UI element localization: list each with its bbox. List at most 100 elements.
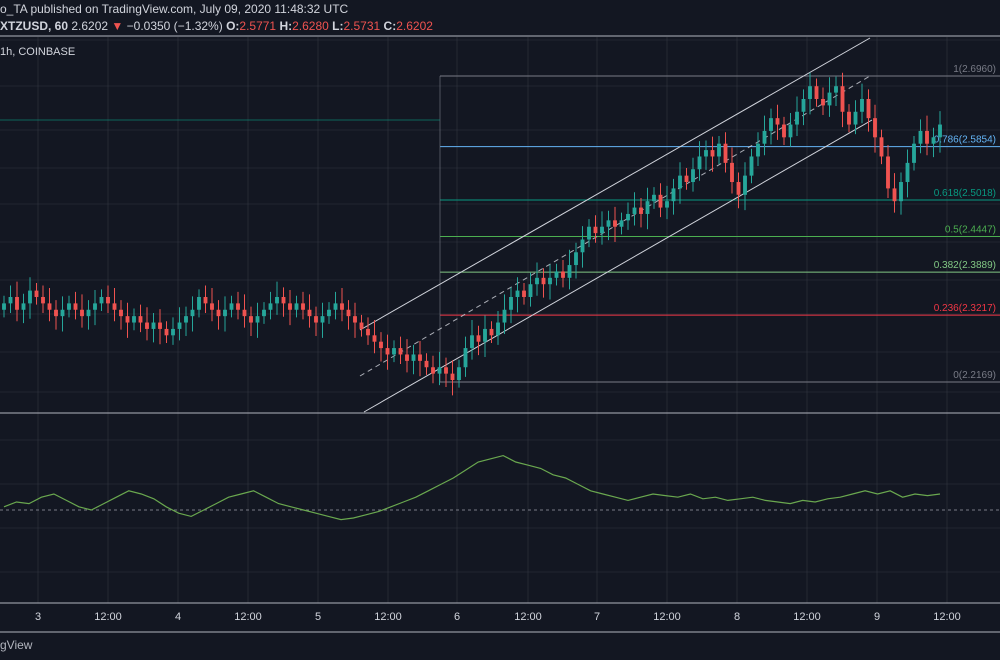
candle-body [255, 316, 260, 323]
candle-body [431, 367, 435, 374]
close-value: 2.6202 [396, 19, 433, 33]
candle-body [392, 348, 396, 355]
candle-body [548, 277, 552, 285]
fib-label-0: 0(2.2169) [953, 370, 996, 381]
fib-label-0.618: 0.618(2.5018) [934, 188, 996, 199]
symbol-label: XTZUSD, 60 [0, 19, 69, 33]
candle-body [2, 303, 6, 310]
time-tick-label: 12:00 [514, 611, 542, 623]
candle-body [866, 98, 871, 119]
candle-body [814, 86, 819, 99]
candle-body [411, 354, 416, 361]
fib-label-0.236: 0.236(2.3217) [934, 303, 996, 314]
candle-body [223, 309, 227, 317]
candle-body [619, 220, 624, 227]
candle-body [561, 271, 565, 278]
channel-lower-line[interactable] [363, 119, 873, 413]
candle-body [268, 303, 273, 310]
candle-body [366, 328, 370, 336]
candle-body [710, 150, 715, 157]
channel-upper-line[interactable] [359, 37, 871, 331]
candle-body [853, 111, 858, 125]
candle-body [879, 137, 884, 157]
candle-body [697, 156, 702, 170]
candle-body [736, 182, 741, 195]
candle-body [678, 175, 682, 189]
candle-body [184, 316, 188, 323]
candle-body [652, 194, 656, 202]
candle-body [190, 309, 195, 317]
candle-body [314, 316, 318, 323]
candle-body [632, 207, 637, 214]
candle-body [860, 98, 864, 112]
open-label: O: [226, 19, 240, 33]
parallel-channel[interactable] [359, 37, 873, 413]
candle-body [476, 335, 481, 342]
time-tick-label: 9 [874, 611, 880, 623]
candle-body [197, 296, 201, 310]
candle-body [671, 188, 676, 202]
candle-body [80, 309, 84, 317]
candle-body [125, 316, 130, 323]
candle-body [483, 328, 487, 342]
candle-body [216, 309, 221, 317]
candle-body [593, 226, 598, 234]
candle-body [769, 118, 773, 131]
candle-body [444, 367, 448, 374]
candle-body [457, 367, 461, 381]
candle-body [931, 137, 936, 144]
candle-body [502, 309, 507, 323]
time-tick-label: 12:00 [793, 611, 821, 623]
candle-body [489, 328, 494, 336]
candle-body [398, 348, 403, 355]
candle-body [405, 354, 409, 361]
candle-body [574, 252, 578, 266]
candle-body [340, 303, 344, 310]
candle-body [886, 156, 890, 189]
candle-body [827, 92, 832, 106]
candle-body [873, 118, 877, 138]
time-axis: 3 12:00 4 12:00 5 12:00 6 12:00 7 12:00 8 12:00 9 12:… [35, 611, 961, 623]
candle-body [424, 360, 429, 368]
candle-body [821, 98, 825, 106]
candle-body [177, 322, 182, 329]
candle-body [606, 220, 611, 227]
candle-body [587, 226, 591, 240]
candle-body [918, 130, 923, 144]
candle-body [912, 143, 916, 163]
candle-body [132, 316, 136, 323]
candle-body [112, 303, 117, 310]
candle-body [626, 213, 630, 221]
candle-body [288, 303, 292, 310]
price-change: −0.0350 (−1.32%) [126, 19, 223, 33]
high-label: H: [279, 19, 293, 33]
candle-body [333, 303, 338, 310]
candle-body [307, 309, 312, 317]
candle-body [717, 143, 721, 157]
candle-body [418, 354, 422, 361]
candle-body [281, 296, 286, 304]
candle-body [151, 322, 156, 329]
candle-body [658, 194, 663, 208]
candle-body [158, 322, 162, 329]
candle-body [47, 303, 52, 310]
last-price: 2.6202 [71, 19, 109, 33]
candle-body [294, 303, 299, 310]
candle-body [782, 124, 786, 138]
grid [0, 37, 1000, 603]
time-tick-label: 5 [315, 611, 321, 623]
candle-body [164, 328, 169, 336]
fib-label-0.382: 0.382(2.3889) [934, 260, 996, 271]
candle-body [808, 86, 812, 99]
close-label: C: [383, 19, 397, 33]
candle-body [385, 348, 390, 355]
fib-label-1: 1(2.6960) [953, 64, 996, 75]
oscillator-line [3, 454, 941, 521]
candle-body [60, 309, 65, 317]
candle-body [509, 296, 513, 310]
candle-body [67, 303, 71, 310]
candle-body [775, 118, 780, 125]
interval-exchange-label: 1h, COINBASE [0, 46, 76, 58]
candle-body [450, 373, 455, 381]
